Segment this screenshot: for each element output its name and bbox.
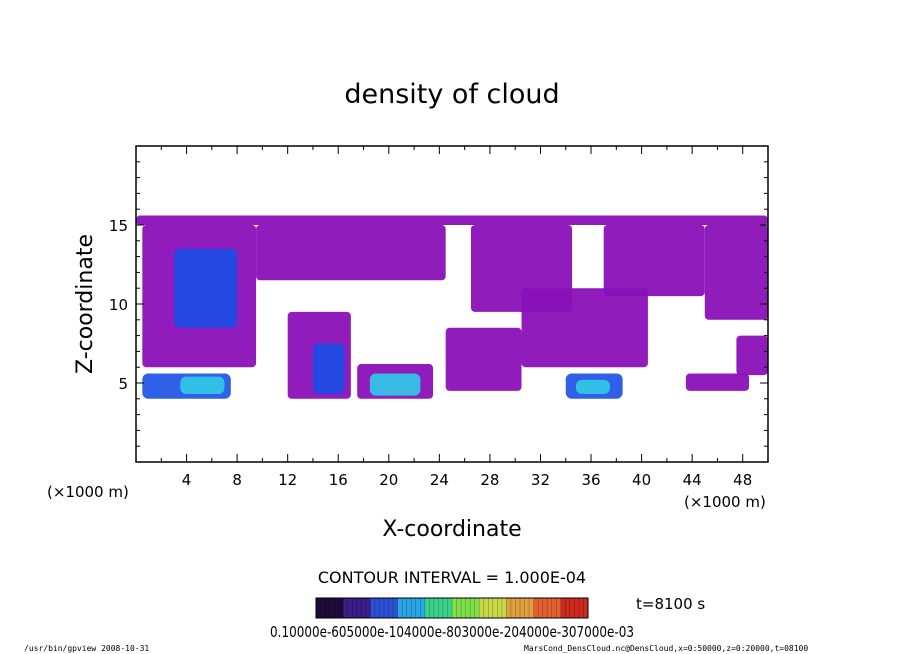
cloud-region: [256, 225, 446, 281]
cloud-region: [445, 327, 522, 391]
cloud-region: [603, 225, 705, 297]
cloud-region: [136, 215, 768, 225]
y-axis-label: Z-coordinate: [73, 234, 98, 374]
x-tick-label: 16: [329, 471, 348, 489]
x-tick-label: 32: [531, 471, 550, 489]
y-tick-label: 15: [109, 217, 128, 235]
cloud-region: [736, 335, 768, 376]
colorbar-swatch: [533, 598, 562, 618]
colorbar-swatch: [397, 598, 426, 618]
colorbar: [315, 598, 589, 618]
x-unit-left: (×1000 m): [47, 483, 129, 501]
x-tick-label: 28: [480, 471, 499, 489]
colorbar-frame: [315, 597, 589, 619]
time-label: t=8100 s: [636, 595, 705, 613]
x-tick-label: 40: [632, 471, 651, 489]
x-tick-label: 44: [683, 471, 702, 489]
cloud-region: [369, 373, 421, 396]
cloud-region: [575, 379, 610, 395]
colorbar-swatch: [316, 598, 344, 618]
colorbar-swatch: [506, 598, 535, 618]
x-tick-label: 24: [430, 471, 449, 489]
x-axis: 4 8 12 16 20 24 28 32 36 40 44 48: [160, 146, 769, 489]
contour-interval-label: CONTOUR INTERVAL = 1.000E-04: [318, 568, 586, 587]
x-tick-label: 48: [733, 471, 752, 489]
chart-title: density of cloud: [344, 79, 559, 110]
colorbar-tick-labels: 0.10000e-605000e-104000e-803000e-204000e…: [270, 623, 634, 641]
x-unit-right: (×1000 m): [684, 493, 766, 511]
x-tick-label: 20: [379, 471, 398, 489]
cloud-region: [173, 248, 238, 328]
x-tick-label: 8: [232, 471, 242, 489]
cloud-region: [704, 225, 768, 320]
colorbar-swatch: [343, 598, 371, 618]
cloud-region: [521, 288, 648, 368]
colorbar-swatch: [452, 598, 480, 618]
y-axis: 5 10 15: [109, 161, 768, 447]
footer-right: MarsCond_DensCloud.nc@DensCloud,x=0:5000…: [524, 644, 808, 653]
colorbar-swatch: [560, 598, 589, 618]
x-tick-label: 36: [581, 471, 600, 489]
colorbar-swatch: [479, 598, 507, 618]
y-tick-label: 10: [109, 296, 128, 314]
x-tick-label: 4: [182, 471, 192, 489]
y-tick-label: 5: [118, 375, 128, 393]
footer-left: /usr/bin/gpview 2008-10-31: [24, 644, 149, 653]
cloud-field: [136, 215, 768, 399]
x-tick-label: 12: [278, 471, 297, 489]
cloud-region: [180, 376, 225, 395]
colorbar-swatch: [370, 598, 399, 618]
cloud-region: [312, 343, 345, 395]
colorbar-swatch: [424, 598, 453, 618]
cloud-region: [685, 373, 750, 391]
x-axis-label: X-coordinate: [382, 517, 521, 542]
